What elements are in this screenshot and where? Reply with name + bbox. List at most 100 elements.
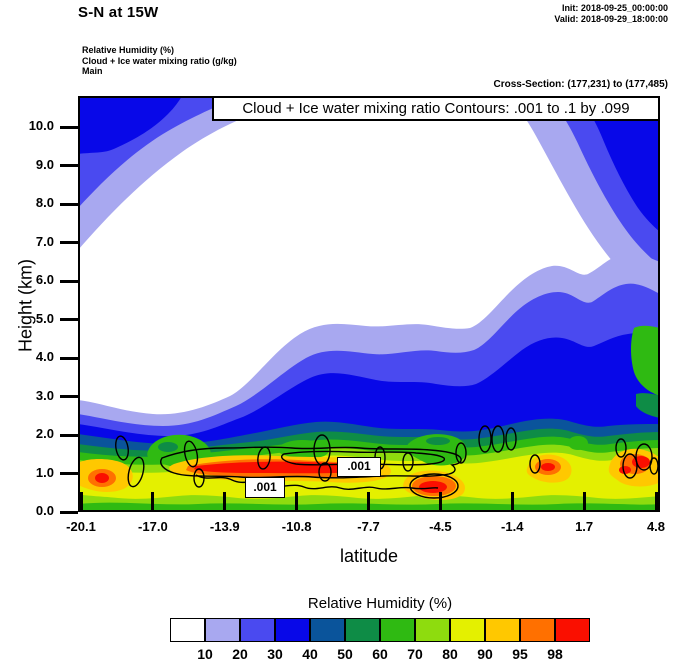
y-tick-label: 1.0 [35,464,54,480]
contour-001 [505,427,517,451]
colorbar-cell [170,618,205,642]
colorbar-label: 70 [407,646,423,662]
x-tick-label: -17.0 [138,519,168,534]
x-tick-mark [151,492,155,512]
x-tick-mark [582,492,586,512]
x-tick-label: -20.1 [66,519,96,534]
y-tick-label: 0.0 [35,503,54,518]
x-tick-mark [438,492,442,512]
y-tick-mark [60,279,78,283]
colorbar-cell [520,618,555,642]
colorbar-label: 20 [232,646,248,662]
contour-001 [280,450,446,466]
y-tick-label: 10.0 [28,118,54,133]
colorbar-label: 10 [197,646,213,662]
contour-info-box: Cloud + Ice water mixing ratio Contours:… [212,96,660,121]
y-axis-title: Height (km) [15,259,36,353]
contour-001 [115,435,129,461]
colorbar-label: 40 [302,646,318,662]
green-island [568,436,588,450]
y-tick-label: 7.0 [35,233,54,249]
contour-001 [195,474,439,490]
contour-001 [635,443,653,471]
colorbar-cell [275,618,310,642]
x-tick-mark [367,492,370,512]
legend-contour-variable: Cloud + Ice water mixing ratio (g/kg) [82,55,237,66]
colorbar-cell [345,618,380,642]
contour-001 [193,468,205,488]
cross-section-label: Cross-Section: (177,231) to (177,485) [493,79,668,90]
y-tick-mark [60,472,78,475]
x-tick-label: -13.9 [209,519,240,534]
y-tick-mark [60,164,78,167]
x-tick-label: -4.5 [429,519,452,534]
upper-left-moist-patch [78,96,310,250]
contour-001 [409,473,459,499]
colorbar-title: Relative Humidity (%) [307,595,453,612]
y-tick-label: 5.0 [35,310,54,326]
y-tick-label: 6.0 [35,272,54,287]
colorbar-cell [310,618,345,642]
y-tick-label: 8.0 [35,195,54,210]
x-tick-mark [295,492,299,512]
contour-001 [257,446,271,470]
contour-001 [318,462,332,482]
y-tick-mark [60,356,78,360]
contour-001 [478,425,492,453]
colorbar-cell [485,618,520,642]
red-spot [541,463,555,471]
contour-001 [127,456,145,488]
rh-cross-section-field [78,96,660,512]
colorbar-cell [240,618,275,642]
colorbar-cell [205,618,240,642]
legend-shaded-variable: Relative Humidity (%) [82,45,175,55]
y-tick-mark [60,510,78,514]
x-tick-mark [223,492,227,512]
fill-rh-40 [578,96,660,232]
contour-001 [622,453,638,479]
contour-001 [455,442,467,464]
x-tick-label: -10.8 [281,519,312,534]
y-tick-mark [60,318,78,321]
green-island [407,434,467,466]
x-tick-mark [654,492,658,512]
colorbar-label: 80 [442,646,458,662]
init-time: Init: 2018-09-25_00:00:00 [561,3,668,13]
contour-001 [491,425,505,453]
red-spot [419,481,447,493]
contour-value-label: .001 [245,477,285,498]
legend-domain: Main [82,66,103,76]
x-tick-label: 1.7 [575,519,594,534]
colorbar-label: 60 [372,646,388,662]
red-spot [95,473,109,483]
colorbar-label: 90 [477,646,493,662]
y-tick-label: 4.0 [35,349,54,364]
y-tick-mark [60,241,78,244]
x-tick-label: -1.4 [501,519,524,534]
contour-001 [183,440,199,468]
x-tick-mark [510,492,514,512]
colorbar-cell [380,618,415,642]
valid-time: Valid: 2018-09-29_18:00:00 [554,14,668,24]
red-spot [619,466,631,474]
page-title: S-N at 15W [78,4,159,21]
y-tick-mark [60,202,78,206]
x-tick-label: -7.7 [357,519,380,534]
colorbar-label: 50 [337,646,353,662]
contour-001 [615,438,627,458]
y-tick-label: 9.0 [35,156,54,172]
fill-rh-40 [78,96,182,154]
y-tick-label: 2.0 [35,426,54,441]
contour-value-label: .001 [337,457,381,477]
colorbar-cell [415,618,450,642]
colorbar-cell [555,618,590,642]
contour-001 [402,452,414,472]
x-axis-title: latitude [339,546,399,566]
run-times: Init: 2018-09-25_00:00:00 Valid: 2018-09… [554,3,668,25]
colorbar-label: 98 [547,646,563,662]
colorbar-label: 95 [512,646,528,662]
contour-001 [160,446,462,479]
fill-rh-50-60 [636,393,660,418]
y-tick-label: 3.0 [35,387,54,403]
